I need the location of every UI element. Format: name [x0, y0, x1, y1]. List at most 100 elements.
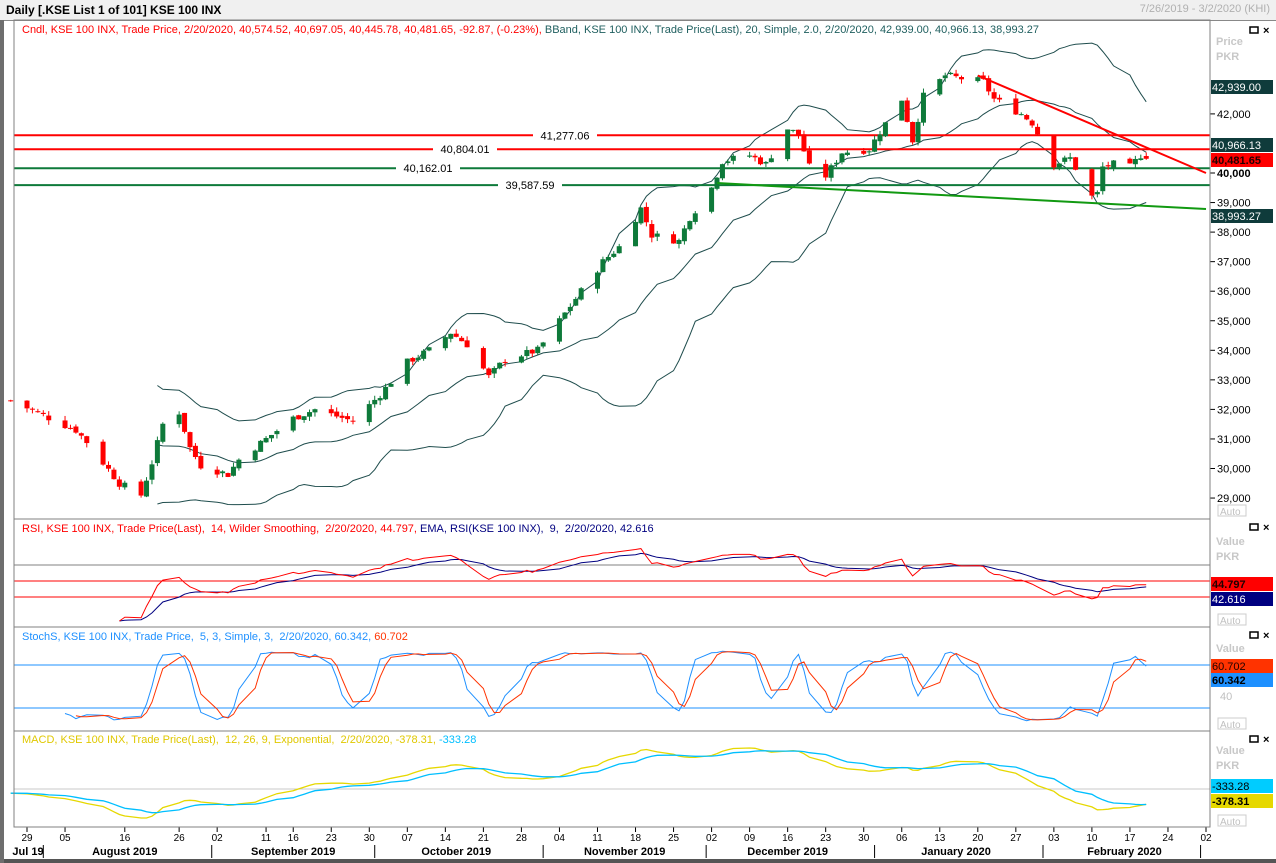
candle-body [464, 340, 470, 348]
candle [676, 238, 682, 249]
candle-body [796, 129, 802, 136]
candle-body [801, 134, 807, 152]
candle-body [29, 408, 35, 410]
candle [1138, 154, 1144, 161]
candle [497, 362, 503, 370]
auto-scale-button[interactable] [1217, 814, 1247, 827]
candle [633, 219, 639, 247]
level-label: 39,587.59 [506, 180, 555, 192]
candle-body [84, 436, 90, 444]
stoch-k-line [64, 650, 1147, 722]
maximize-icon[interactable] [1249, 631, 1259, 639]
macd-legend-text: MACD, KSE 100 INX, Trade Price(Last), 12… [22, 734, 436, 746]
date-tick-label: 24 [1162, 833, 1174, 844]
candle [149, 460, 155, 485]
candle [1127, 157, 1133, 164]
candle [861, 148, 867, 155]
candle-body [187, 432, 193, 448]
candle-body [307, 412, 313, 417]
price-tick-label: 40,000 [1217, 168, 1251, 180]
date-tick-label: 14 [440, 833, 452, 844]
maximize-icon[interactable] [1249, 523, 1259, 531]
candle [1094, 190, 1100, 198]
panel-window-buttons: × [1249, 734, 1269, 746]
candle [252, 449, 258, 462]
candle-body [111, 469, 117, 480]
candle-body [426, 347, 432, 351]
candle-body [388, 383, 394, 387]
candle [29, 407, 35, 414]
candle-body [785, 129, 791, 160]
date-tick-label: 21 [478, 833, 490, 844]
macd-axis-title: Value PKR [1216, 744, 1245, 774]
candle [290, 415, 296, 433]
candle [540, 341, 546, 349]
candle-body [524, 350, 530, 357]
candle-body [480, 348, 486, 369]
candle [649, 220, 655, 243]
candle [40, 410, 46, 417]
axis-unit: PKR [1216, 551, 1240, 563]
bband-lower-badge-bg [1211, 209, 1273, 223]
candle [844, 150, 850, 157]
candle [747, 151, 753, 158]
close-icon[interactable]: × [1263, 734, 1269, 746]
candle-body [62, 420, 68, 429]
date-range: 7/26/2019 - 3/2/2020 (KHI) [1139, 3, 1270, 15]
candle-body [35, 411, 41, 413]
rsi-badge-bg [1211, 577, 1273, 591]
candle-body [692, 213, 698, 222]
candle [486, 367, 492, 379]
candle [334, 407, 340, 419]
candle [600, 256, 606, 273]
candle [62, 415, 68, 429]
candle-body [345, 416, 351, 420]
candle [801, 130, 807, 152]
auto-scale-button[interactable] [1217, 504, 1247, 517]
candle [214, 466, 220, 478]
close-icon[interactable]: × [1263, 25, 1269, 37]
candle [899, 100, 905, 121]
maximize-icon[interactable] [1249, 735, 1259, 743]
window-title: Daily [.KSE List 1 of 101] KSE 100 INX [6, 3, 222, 17]
candle-body [806, 150, 812, 164]
candle-body [882, 122, 888, 137]
candle-body [453, 333, 459, 337]
stoch-k-badge: 60.342 [1212, 675, 1246, 687]
candle-body [415, 357, 421, 361]
candle [904, 97, 910, 123]
candle [1073, 156, 1079, 171]
candle [312, 408, 318, 417]
candle [1100, 162, 1106, 195]
candle [567, 303, 573, 316]
candle-body [899, 100, 905, 121]
candle [1018, 112, 1024, 116]
close-icon[interactable]: × [1263, 630, 1269, 642]
rsi-legend-text: RSI, KSE 100 INX, Trade Price(Last), 14,… [22, 523, 417, 535]
candle [638, 207, 644, 225]
maximize-icon[interactable] [1249, 26, 1259, 34]
date-axis-bg [4, 827, 1276, 863]
close-icon[interactable]: × [1263, 522, 1269, 534]
candle-body [122, 482, 128, 488]
candle-body [192, 445, 198, 458]
candle [453, 329, 459, 338]
candle [176, 411, 182, 428]
candle-body [1111, 160, 1117, 169]
candle-body [182, 412, 188, 432]
price-tick-label: 35,000 [1217, 316, 1251, 328]
candle [35, 408, 41, 413]
date-tick-label: 16 [782, 833, 794, 844]
candle [236, 458, 242, 471]
candle [1051, 135, 1057, 171]
auto-scale-button[interactable] [1217, 717, 1247, 730]
stochastic-panel: 60.702 60.342 40 [14, 650, 1273, 722]
candle [828, 163, 834, 182]
axis-title: Value [1216, 536, 1245, 548]
candle [220, 470, 226, 478]
date-tick-label: 23 [326, 833, 338, 844]
candle [111, 467, 117, 480]
candle [372, 395, 378, 408]
auto-scale-button[interactable] [1217, 613, 1247, 626]
